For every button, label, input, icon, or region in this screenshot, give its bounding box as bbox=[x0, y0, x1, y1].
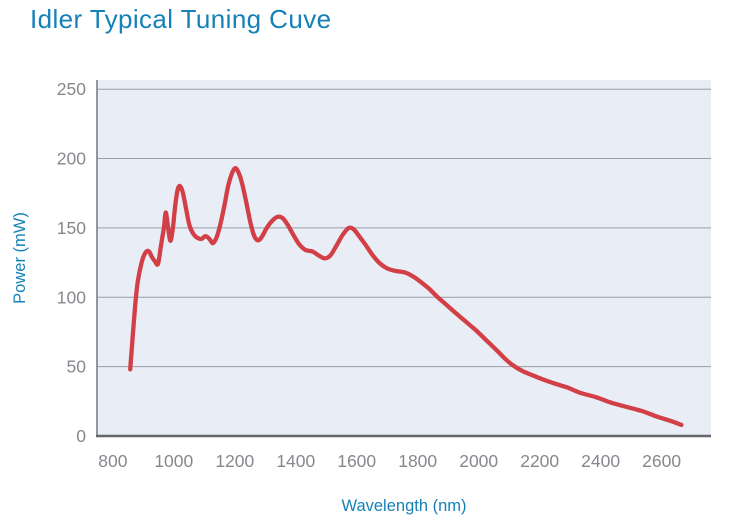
x-tick-label: 800 bbox=[98, 451, 127, 471]
y-tick-label: 50 bbox=[67, 357, 87, 377]
x-tick-label: 1600 bbox=[337, 451, 376, 471]
y-tick-label: 150 bbox=[57, 218, 86, 238]
x-tick-label: 1400 bbox=[276, 451, 315, 471]
x-tick-label: 2000 bbox=[459, 451, 498, 471]
x-tick-label: 1000 bbox=[154, 451, 193, 471]
x-tick-label: 1800 bbox=[398, 451, 437, 471]
y-tick-labels: 0 50 100 150 200 250 bbox=[57, 79, 86, 446]
y-axis-title: Power (mW) bbox=[11, 212, 29, 304]
y-tick-label: 0 bbox=[76, 426, 86, 446]
y-tick-label: 100 bbox=[57, 287, 86, 307]
plot-area bbox=[97, 80, 711, 436]
power-curve bbox=[128, 166, 684, 428]
x-tick-label: 1200 bbox=[215, 451, 254, 471]
x-tick-label: 2400 bbox=[581, 451, 620, 471]
gridlines bbox=[97, 88, 711, 368]
chart-title: Idler Typical Tuning Cuve bbox=[30, 4, 332, 34]
y-tick-label: 250 bbox=[57, 79, 86, 99]
x-axis-title: Wavelength (nm) bbox=[341, 497, 466, 515]
x-tick-label: 2200 bbox=[520, 451, 559, 471]
y-tick-label: 200 bbox=[57, 149, 86, 169]
x-tick-label: 2600 bbox=[642, 451, 681, 471]
x-tick-labels: 800 1000 1200 1400 1600 1800 2000 2200 2400 2600 bbox=[98, 451, 681, 471]
